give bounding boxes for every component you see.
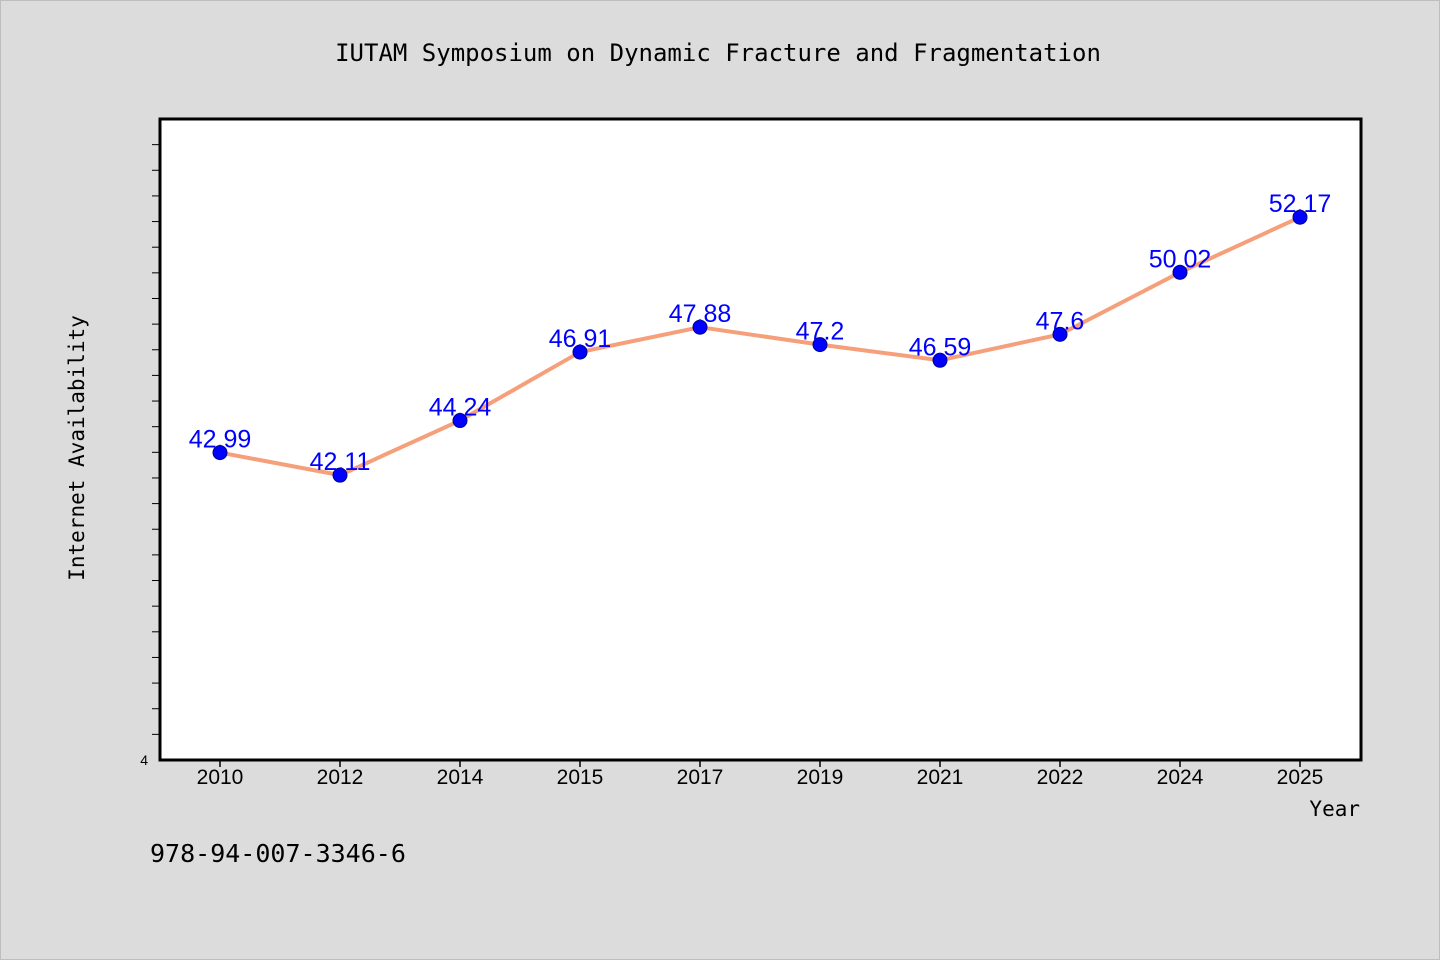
series-line <box>218 215 1302 478</box>
data-label: 42.11 <box>310 448 371 476</box>
data-label: 46.91 <box>549 325 612 353</box>
data-label: 50.02 <box>1149 245 1212 273</box>
data-label: 42.99 <box>189 426 252 454</box>
data-point <box>1292 209 1308 225</box>
series-data-labels: 42.99 42.11 44.24 46.91 47.88 47.2 46.59 47.6 50… <box>189 190 1332 476</box>
data-point <box>932 352 948 368</box>
data-label: 47.2 <box>796 318 845 346</box>
x-tick-label: 2022 <box>1037 766 1084 789</box>
x-tick-label: 2025 <box>1277 766 1324 789</box>
data-point <box>452 413 468 429</box>
data-point <box>332 467 348 483</box>
data-label: 44.24 <box>429 394 492 422</box>
data-point <box>1052 326 1068 342</box>
data-label: 47.6 <box>1036 307 1085 335</box>
x-tick-label: 2012 <box>317 766 364 789</box>
x-axis-label: Year <box>1309 797 1360 821</box>
x-tick-label: 2015 <box>557 766 604 789</box>
data-label: 46.59 <box>909 333 972 361</box>
data-point <box>572 344 588 360</box>
data-label: 47.88 <box>669 300 732 328</box>
x-tick-label: 2024 <box>1157 766 1204 789</box>
isbn-text: 978-94-007-3346-6 <box>150 839 406 868</box>
x-tick-label: 2014 <box>437 766 484 789</box>
x-tick-label: 2010 <box>197 766 244 789</box>
data-point <box>212 445 228 461</box>
data-point <box>1172 264 1188 280</box>
x-tick-label: 2021 <box>917 766 964 789</box>
y-axis-ticks <box>152 144 160 735</box>
x-tick-label: 2019 <box>797 766 844 789</box>
y-axis-label: Internet Availability <box>65 315 89 581</box>
chart-title: IUTAM Symposium on Dynamic Fracture and … <box>335 39 1101 67</box>
x-tick-label: 2017 <box>677 766 724 789</box>
data-point <box>812 337 828 353</box>
series-markers <box>212 209 1308 483</box>
x-axis-ticks: 2010 2012 2014 2015 2017 2019 2021 2022 2024 2025 <box>197 760 1324 789</box>
data-point <box>692 319 708 335</box>
y-tick-label: 4 <box>140 752 148 768</box>
data-label: 52.17 <box>1269 190 1332 218</box>
plot-area <box>158 117 1363 762</box>
